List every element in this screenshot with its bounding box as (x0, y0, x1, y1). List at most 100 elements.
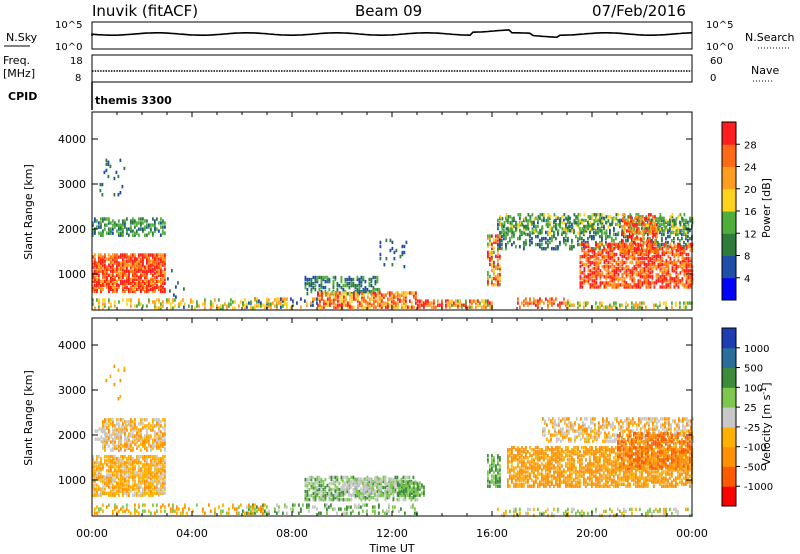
velocity-cell (144, 481, 146, 485)
nave-top-tick: 60 (710, 56, 723, 67)
power-cell (669, 215, 672, 219)
velocity-cell (130, 420, 132, 424)
power-cell (349, 291, 351, 295)
velocity-cell (316, 485, 319, 490)
power-cell (212, 304, 214, 308)
power-cell (102, 279, 104, 283)
velocity-cell (98, 465, 100, 469)
velocity-cell (102, 465, 104, 469)
velocity-cell (148, 489, 150, 493)
velocity-cell (120, 463, 122, 467)
velocity-cell (406, 489, 409, 494)
power-cell (146, 279, 148, 283)
power-cell (146, 225, 148, 229)
velocity-cell (328, 487, 331, 492)
power-cell (613, 242, 616, 247)
power-cell (140, 221, 142, 225)
power-cell (631, 250, 634, 255)
velocity-cell (114, 444, 116, 448)
power-cell (625, 305, 627, 309)
power-cell (321, 297, 323, 301)
power-cell (475, 299, 477, 303)
velocity-cell (308, 509, 310, 513)
power-cell (154, 225, 156, 229)
power-cell (645, 277, 648, 281)
power-cell (417, 299, 419, 303)
power-cell (647, 258, 650, 263)
power-cell (611, 305, 613, 309)
power-cell (591, 273, 594, 277)
velocity-cell (142, 481, 144, 485)
power-cell (636, 237, 638, 241)
power-cell (647, 281, 650, 285)
power-cell (665, 236, 667, 241)
power-cell (115, 170, 118, 175)
power-cell (156, 298, 158, 302)
power-cell (673, 277, 676, 281)
velocity-cell (370, 483, 372, 487)
power-cell (280, 299, 282, 303)
power-cell (353, 291, 355, 295)
power-cell (373, 301, 375, 305)
power-cell (423, 305, 425, 309)
velocity-cell (306, 485, 309, 490)
power-cell (100, 263, 102, 267)
power-cell (677, 242, 680, 247)
velocity-cell (114, 485, 116, 489)
velocity-cell (114, 434, 116, 438)
power-cell (622, 213, 624, 217)
power-cell (180, 300, 182, 304)
power-cell (609, 265, 612, 269)
power-cell (671, 215, 674, 219)
velocity-cell (122, 418, 124, 422)
power-cell (401, 305, 403, 309)
power-cell (646, 251, 648, 255)
power-cell (601, 265, 604, 269)
velocity-cell (308, 493, 311, 498)
power-cell (154, 267, 156, 271)
power-cell (515, 223, 518, 227)
power-cell (685, 305, 687, 309)
power-cell (374, 281, 377, 286)
power-cell (134, 257, 136, 261)
power-cell (379, 291, 381, 295)
power-cell (190, 300, 192, 304)
power-cell (581, 240, 583, 245)
power-cell (136, 281, 138, 285)
power-cell (100, 283, 102, 288)
power-cell (369, 303, 371, 307)
velocity-cell (158, 491, 160, 495)
velocity-cell (156, 444, 158, 448)
power-cell (642, 237, 644, 241)
power-cell (371, 293, 373, 297)
power-cell (687, 283, 690, 287)
velocity-cell (308, 505, 310, 509)
power-cell (323, 291, 325, 295)
power-cell (108, 281, 110, 285)
velocity-cell (104, 444, 106, 448)
power-cell (657, 279, 660, 283)
power-cell (134, 273, 136, 277)
velocity-cell (154, 487, 156, 491)
velocity-cell (414, 498, 417, 502)
power-cell (391, 301, 393, 305)
power-cell (505, 242, 507, 247)
power-cell (479, 303, 481, 307)
power-cell (642, 245, 644, 249)
power-cell (519, 223, 522, 227)
power-cell (650, 239, 652, 243)
power-cell (138, 285, 140, 290)
power-cell (605, 231, 608, 235)
power-cell (134, 255, 136, 259)
power-cell (689, 228, 691, 233)
power-cell (549, 297, 551, 301)
power-cell (144, 281, 146, 285)
velocity-cell (324, 493, 327, 498)
velocity-cell (104, 437, 107, 441)
power-cell (126, 227, 128, 231)
nsky-top-tick: 10^5 (55, 20, 82, 31)
power-cell (455, 299, 457, 303)
power-cell (355, 295, 357, 299)
power-cell (683, 260, 686, 265)
power-cell (146, 253, 148, 257)
